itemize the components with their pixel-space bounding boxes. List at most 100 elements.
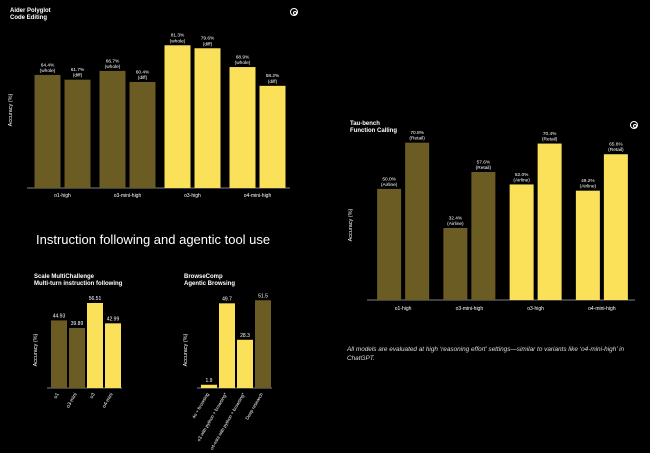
tau-data-label: 49.2%: [581, 178, 595, 184]
aider-subtitle: Code Editing: [10, 15, 47, 21]
aider-data-label: 58.2%: [266, 73, 280, 79]
tau-data-label: (Retail): [476, 165, 492, 171]
aider-data-label: 64.4%: [41, 62, 55, 68]
aider-chart-title: Aider Polyglot Code Editing: [10, 8, 51, 22]
tau-subtitle: Function Calling: [350, 128, 397, 134]
openai-logo-icon: [290, 8, 298, 16]
aider-data-label: (diff): [138, 75, 148, 81]
tau-data-label: (Airline): [447, 221, 464, 227]
browse-data-label: 1.9: [206, 378, 213, 384]
browse-bar: [237, 339, 253, 388]
aider-title: Aider Polyglot: [10, 8, 51, 14]
tau-data-label: (Retail): [542, 137, 558, 143]
aider-y-label: Accuracy (%): [8, 93, 14, 126]
tau-bar: [575, 190, 600, 300]
multi-subtitle: Multi-turn instruction following: [34, 281, 123, 287]
browse-chart-title: BrowseComp Agentic Browsing: [184, 274, 235, 288]
multi-data-label: 39.89: [71, 321, 84, 327]
aider-data-label: (whole): [170, 38, 186, 44]
tau-data-label: (Airline): [580, 184, 597, 190]
tau-chart-title: Tau-bench Function Calling: [350, 121, 397, 135]
aider-tick-label: o4-mini-high: [244, 193, 272, 199]
multi-bar: [51, 320, 67, 388]
tau-bar: [471, 172, 496, 300]
aider-data-label: 61.7%: [71, 67, 85, 73]
aider-data-label: 60.4%: [136, 69, 150, 75]
multi-data-label: 56.51: [89, 296, 102, 302]
aider-bar: [229, 67, 256, 188]
footnote: All models are evaluated at high ‘reason…: [347, 346, 625, 362]
aider-tick-label: o3-high: [184, 193, 201, 199]
browse-y-label: Accuracy (%): [183, 333, 189, 366]
multi-y-label: Accuracy (%): [33, 333, 39, 366]
aider-bar: [99, 70, 126, 188]
aider-bar: [64, 79, 91, 188]
tau-tick-label: o4-mini-high: [588, 306, 616, 312]
tau-data-label: 70.4%: [543, 131, 557, 137]
tau-tick-label: o1-high: [395, 306, 412, 312]
aider-bar: [129, 81, 156, 188]
aider-data-label: 68.9%: [236, 54, 250, 60]
browse-title: BrowseComp: [184, 274, 223, 280]
browse-data-label: 28.3: [240, 333, 250, 339]
tau-bar: [509, 184, 534, 300]
browse-tick-label: Deep research: [244, 392, 264, 421]
tau-data-label: (Retail): [608, 147, 624, 153]
tau-y-label: Accuracy (%): [348, 208, 354, 241]
multi-data-label: 42.99: [107, 316, 120, 322]
aider-chart: Accuracy (%)64.4%(whole) 61.7%(diff)o1-hi…: [8, 33, 290, 199]
multi-bar: [87, 302, 103, 388]
browse-tick-label: o4-mini with python + browsing*: [209, 392, 246, 451]
openai-logo-icon: [630, 121, 638, 129]
tau-bar: [537, 143, 562, 300]
browse-bar: [255, 300, 271, 388]
aider-tick-label: o1-high: [54, 193, 71, 199]
multi-bar: [105, 323, 121, 388]
browse-subtitle: Agentic Browsing: [184, 281, 236, 287]
multi-title: Scale MultiChallenge: [34, 274, 95, 280]
multi-tick-label: o3: [89, 392, 97, 400]
aider-data-label: (diff): [268, 79, 278, 85]
tau-tick-label: o3-high: [527, 306, 544, 312]
aider-data-label: (diff): [73, 73, 83, 79]
aider-data-label: (whole): [105, 64, 121, 70]
tau-bar: [443, 228, 468, 300]
section-heading: Instruction following and agentic tool u…: [36, 232, 271, 247]
multi-chart: Accuracy (%)44.93o139.89o3-mini56.51o342…: [33, 296, 122, 409]
tau-data-label: 70.8%: [410, 130, 424, 136]
browse-data-label: 49.7: [222, 296, 232, 302]
multi-tick-label: o1: [53, 392, 61, 400]
tau-bar: [603, 154, 628, 300]
aider-data-label: (whole): [40, 68, 56, 74]
aider-data-label: 79.6%: [201, 36, 215, 42]
tau-data-label: (Airline): [381, 182, 398, 188]
tau-bar: [377, 188, 402, 300]
tau-data-label: 50.0%: [382, 176, 396, 182]
aider-bar: [164, 45, 191, 189]
aider-data-label: 66.7%: [106, 58, 120, 64]
tau-chart: Accuracy (%)50.0%(Airline)70.8%(Retail)o…: [348, 130, 635, 312]
aider-bar: [194, 48, 221, 188]
multi-bar: [69, 327, 85, 388]
browse-bar: [201, 384, 217, 388]
tau-title: Tau-bench: [350, 121, 380, 127]
aider-data-label: 81.3%: [171, 33, 185, 39]
aider-bar: [34, 74, 61, 188]
tau-data-label: 52.0%: [515, 172, 529, 178]
tau-data-label: (Airline): [513, 177, 530, 183]
tau-data-label: (Retail): [409, 136, 425, 142]
aider-bar: [259, 85, 286, 188]
tau-data-label: 57.6%: [477, 159, 491, 165]
tau-data-label: 65.6%: [609, 142, 623, 148]
multi-data-label: 44.93: [53, 313, 66, 319]
aider-data-label: (diff): [203, 41, 213, 47]
browse-tick-label: 4o + browsing: [191, 392, 210, 420]
tau-bar: [405, 142, 430, 300]
tau-tick-label: o3-mini-high: [456, 306, 484, 312]
browse-bar: [219, 303, 235, 388]
multi-chart-title: Scale MultiChallenge Multi-turn instruct…: [34, 274, 122, 288]
aider-data-label: (whole): [235, 60, 251, 66]
browse-data-label: 51.5: [258, 293, 268, 299]
tau-data-label: 32.4%: [449, 215, 463, 221]
